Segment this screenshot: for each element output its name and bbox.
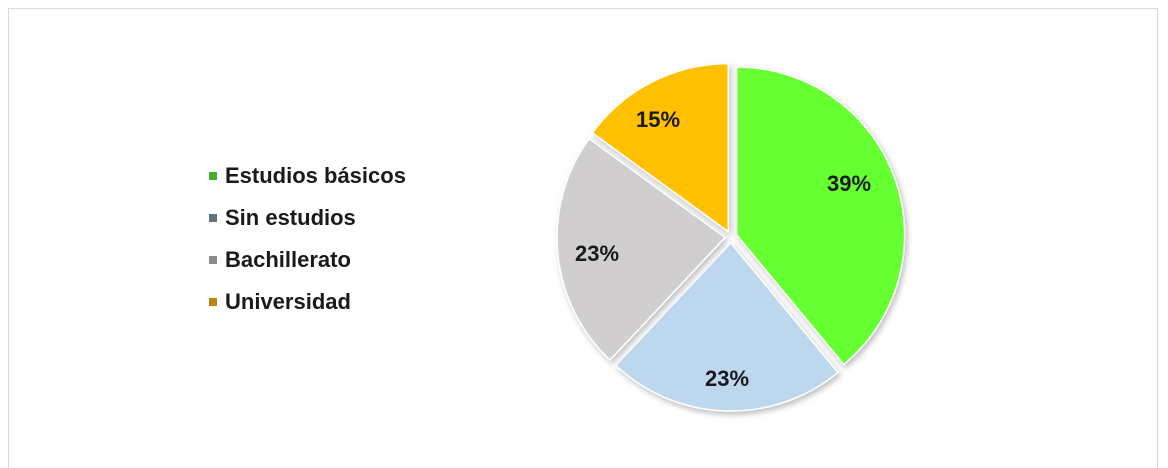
legend-label-estudios-basicos: Estudios básicos [225,163,406,188]
chart-frame: Estudios básicos Sin estudios Bachillera… [8,8,1158,468]
legend-swatch-sin-estudios [209,214,217,222]
pie-slice-label: 23% [575,241,619,266]
legend-label-sin-estudios: Sin estudios [225,205,356,230]
legend-item-bachillerato: Bachillerato [209,239,406,281]
pie-slice-bachillerato [556,137,727,362]
legend-item-universidad: Universidad [209,281,406,323]
legend-swatch-estudios-basicos [209,172,217,180]
pie-slices [556,62,906,412]
legend-label-bachillerato: Bachillerato [225,247,351,272]
legend-swatch-universidad [209,298,217,306]
pie-slice-label: 23% [705,366,749,391]
pie-slice-estudios-basicos [735,66,906,366]
pie-slice-label: 39% [827,171,871,196]
chart-legend: Estudios básicos Sin estudios Bachillera… [209,155,406,323]
legend-item-sin-estudios: Sin estudios [209,197,406,239]
pie-slice-label: 15% [636,107,680,132]
pie-chart: 39% 23% 23% 15% [556,62,906,412]
legend-label-universidad: Universidad [225,289,351,314]
pie-slice-universidad [591,62,730,234]
legend-item-estudios-basicos: Estudios básicos [209,155,406,197]
pie-slice-sin-estudios [614,241,839,412]
pie-labels: 39% 23% 23% 15% [575,107,871,391]
legend-swatch-bachillerato [209,256,217,264]
